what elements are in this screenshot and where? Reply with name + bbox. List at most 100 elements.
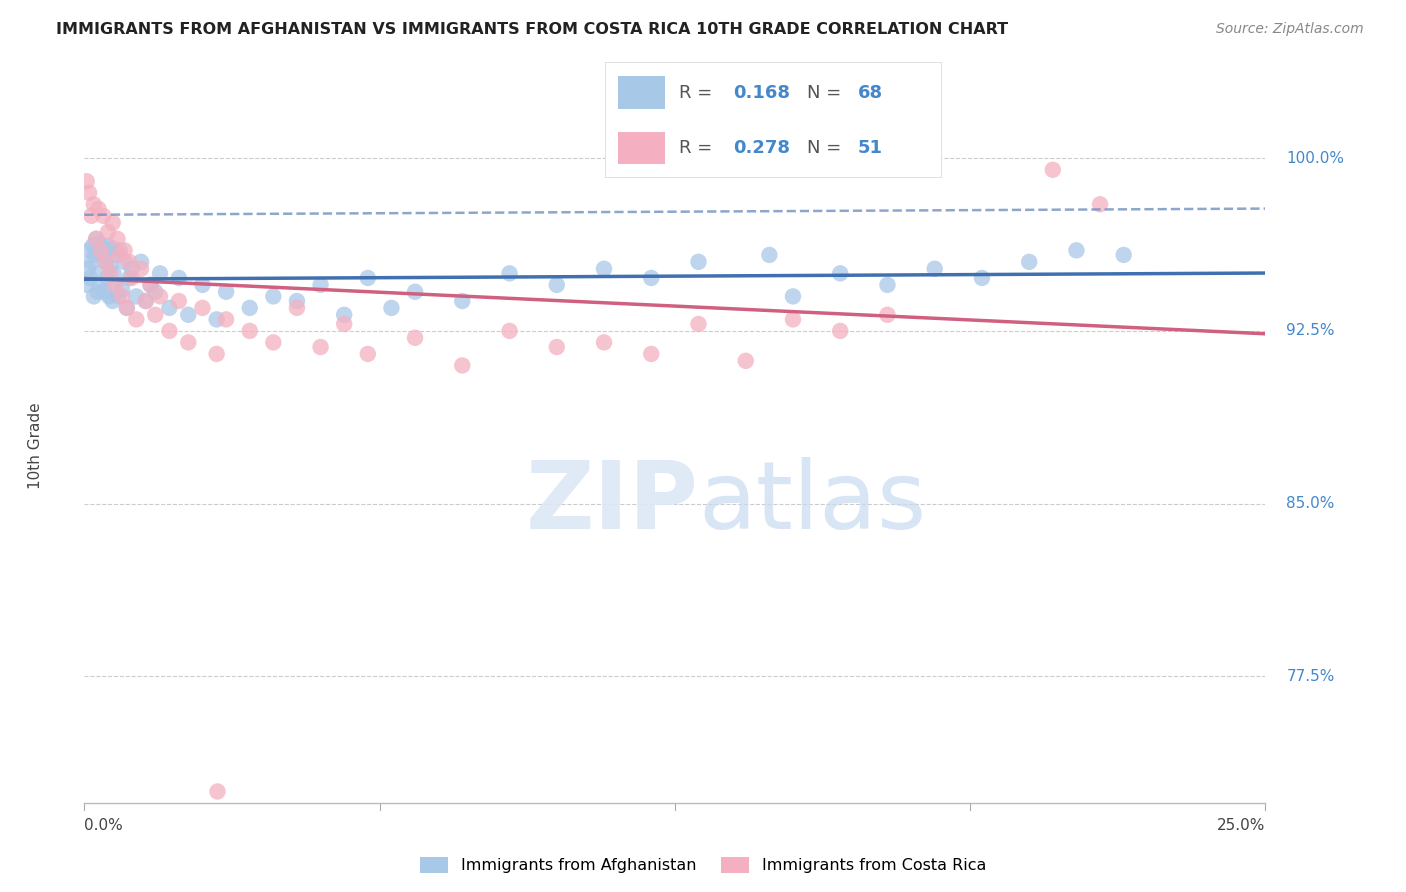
Point [101,293,124,308]
Legend: Immigrants from Afghanistan, Immigrants from Costa Rica: Immigrants from Afghanistan, Immigrants … [413,850,993,880]
Point [205,312,228,326]
Point [100,241,122,255]
Point [118,271,141,285]
Point [498,324,520,338]
Point [167,271,190,285]
Point [101,216,124,230]
Point [115,301,138,315]
Text: 25.0%: 25.0% [1218,818,1265,832]
Point [451,359,474,373]
Point [111,283,134,297]
Point [83,197,105,211]
Point [830,266,852,280]
Text: 0.278: 0.278 [733,139,790,157]
Point [103,266,125,280]
Point [118,255,141,269]
Point [640,347,662,361]
Point [108,244,131,258]
Point [205,347,228,361]
Point [111,289,134,303]
Text: ZIP: ZIP [526,457,699,549]
Point [177,335,200,350]
Point [876,308,898,322]
Point [107,289,129,303]
Point [125,312,148,326]
Point [114,255,136,269]
Point [83,248,105,262]
Point [380,301,402,315]
Point [782,289,804,303]
Point [191,301,214,315]
FancyBboxPatch shape [605,62,942,178]
Text: 92.5%: 92.5% [1286,324,1334,338]
Text: 0.0%: 0.0% [84,818,124,832]
Point [285,293,308,308]
Point [734,354,756,368]
Point [404,285,426,299]
Point [1066,244,1088,258]
Text: 51: 51 [858,139,883,157]
Point [404,331,426,345]
Point [1112,248,1135,262]
Point [215,312,238,326]
Point [115,301,138,315]
Point [77,186,100,200]
Point [97,289,120,303]
Point [215,285,238,299]
Point [129,255,152,269]
Point [76,277,98,292]
Point [830,324,852,338]
Point [688,317,710,331]
Point [77,244,100,258]
Point [87,266,110,280]
Point [1042,162,1064,177]
Text: 85.0%: 85.0% [1286,496,1334,511]
Point [98,266,121,280]
Text: Source: ZipAtlas.com: Source: ZipAtlas.com [1216,22,1364,37]
Point [451,293,474,308]
Point [135,293,157,308]
Point [333,308,356,322]
Point [546,340,568,354]
Text: 68: 68 [858,84,883,102]
Point [546,277,568,292]
Text: 0.168: 0.168 [733,84,790,102]
Text: 77.5%: 77.5% [1286,669,1334,683]
Point [82,238,104,252]
Point [1018,255,1040,269]
Point [167,293,190,308]
Point [84,232,107,246]
Text: R =: R = [679,139,718,157]
Point [90,244,112,258]
Point [640,271,662,285]
Point [157,324,180,338]
Text: 10th Grade: 10th Grade [28,402,42,490]
Text: N =: N = [807,139,846,157]
Point [758,248,780,262]
Point [309,340,332,354]
Point [125,289,148,303]
Point [79,271,101,285]
Point [135,293,157,308]
Point [924,261,946,276]
Point [498,266,520,280]
Text: atlas: atlas [699,457,927,549]
Point [97,238,120,252]
Point [104,277,127,292]
Point [143,285,166,299]
Point [157,301,180,315]
Bar [619,77,665,109]
Point [239,301,262,315]
Point [593,335,616,350]
Point [876,277,898,292]
Point [86,285,108,299]
Point [121,271,143,285]
Point [114,244,136,258]
Point [98,260,121,274]
Text: R =: R = [679,84,718,102]
Point [97,225,120,239]
Text: N =: N = [807,84,846,102]
Point [239,324,262,338]
Point [149,266,172,280]
Point [593,261,616,276]
